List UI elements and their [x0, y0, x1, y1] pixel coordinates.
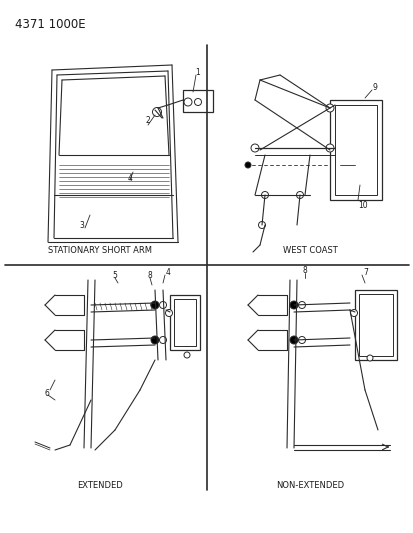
Circle shape	[165, 310, 172, 317]
Circle shape	[325, 144, 333, 152]
Bar	[173, 299, 195, 346]
Text: NON-EXTENDED: NON-EXTENDED	[275, 481, 343, 490]
Text: STATIONARY SHORT ARM: STATIONARY SHORT ARM	[48, 246, 152, 255]
Circle shape	[250, 144, 259, 152]
Circle shape	[244, 162, 250, 168]
Circle shape	[194, 99, 201, 106]
Text: 8: 8	[147, 271, 152, 279]
Bar	[329, 100, 381, 200]
Circle shape	[296, 191, 303, 198]
Circle shape	[289, 336, 297, 344]
Text: EXTENDED: EXTENDED	[77, 481, 123, 490]
Circle shape	[298, 336, 305, 343]
Text: 10: 10	[357, 200, 367, 209]
Text: WEST COAST: WEST COAST	[282, 246, 337, 255]
Bar	[334, 105, 376, 195]
Circle shape	[366, 355, 372, 361]
Circle shape	[261, 191, 268, 198]
Text: 2: 2	[145, 116, 150, 125]
Text: 3: 3	[79, 221, 84, 230]
Circle shape	[289, 301, 297, 309]
Bar	[183, 90, 212, 112]
Text: 4: 4	[165, 268, 170, 277]
Circle shape	[151, 301, 159, 309]
Text: 4: 4	[127, 174, 132, 182]
Text: 9: 9	[372, 83, 377, 92]
Text: 6: 6	[45, 389, 49, 398]
Circle shape	[325, 104, 333, 112]
Text: 5: 5	[112, 271, 117, 279]
Text: 1: 1	[195, 68, 200, 77]
Bar	[354, 290, 396, 360]
Circle shape	[258, 222, 265, 229]
Circle shape	[183, 352, 190, 358]
Circle shape	[151, 336, 159, 344]
Circle shape	[183, 98, 192, 106]
Circle shape	[159, 336, 166, 343]
Text: 4371 1000E: 4371 1000E	[15, 18, 85, 31]
Circle shape	[298, 302, 305, 309]
Text: 7: 7	[363, 268, 368, 277]
Circle shape	[152, 108, 161, 117]
Text: 8: 8	[302, 265, 306, 274]
Circle shape	[159, 302, 166, 309]
Circle shape	[350, 310, 357, 317]
Bar	[358, 294, 392, 356]
Bar	[170, 295, 199, 350]
